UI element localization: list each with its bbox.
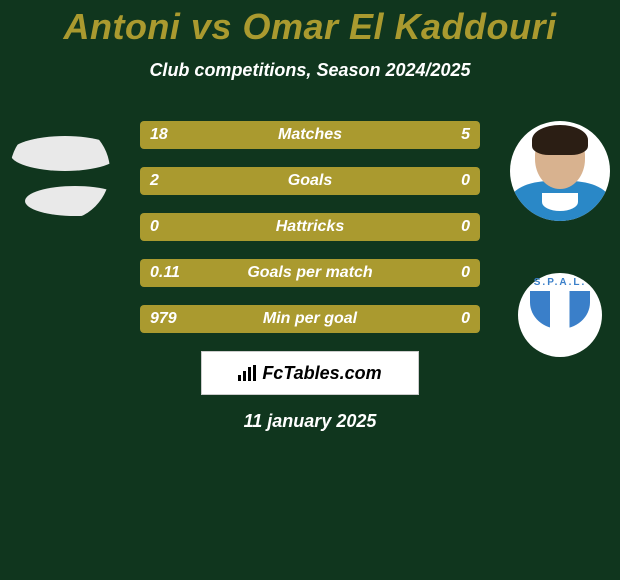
stat-right-value: 0 <box>461 172 470 190</box>
comparison-card: Antoni vs Omar El Kaddouri Club competit… <box>0 0 620 580</box>
comparison-subtitle: Club competitions, Season 2024/2025 <box>0 60 620 81</box>
stat-left-value: 0.11 <box>150 264 180 282</box>
stat-right-value: 0 <box>461 218 470 236</box>
stat-left-value: 979 <box>150 310 177 328</box>
stat-right-segment: 0 <box>310 213 480 241</box>
stat-row: 0.110Goals per match <box>140 259 480 287</box>
stat-bars: 185Matches20Goals00Hattricks0.110Goals p… <box>140 121 480 333</box>
comparison-date: 11 january 2025 <box>0 411 620 432</box>
stat-row: 9790Min per goal <box>140 305 480 333</box>
stat-right-segment: 0 <box>470 305 480 333</box>
stat-row: 20Goals <box>140 167 480 195</box>
stat-right-segment: 5 <box>405 121 480 149</box>
club-logo-text: S.P.A.L. <box>518 277 602 288</box>
stat-left-value: 18 <box>150 126 168 144</box>
stat-left-value: 2 <box>150 172 159 190</box>
stat-left-segment: 0.11 <box>140 259 473 287</box>
stat-row: 00Hattricks <box>140 213 480 241</box>
player-left-avatar <box>10 121 110 221</box>
stat-left-segment: 2 <box>140 167 473 195</box>
player-right-club-logo: S.P.A.L. <box>518 273 602 357</box>
compare-area: S.P.A.L. 185Matches20Goals00Hattricks0.1… <box>0 121 620 333</box>
watermark-text: FcTables.com <box>262 363 381 384</box>
stat-left-segment: 0 <box>140 213 310 241</box>
stat-left-value: 0 <box>150 218 159 236</box>
stat-row: 185Matches <box>140 121 480 149</box>
stat-right-segment: 0 <box>470 259 480 287</box>
page-title: Antoni vs Omar El Kaddouri <box>0 0 620 48</box>
stat-right-value: 0 <box>461 264 470 282</box>
stat-right-value: 5 <box>461 126 470 144</box>
stat-right-segment: 0 <box>470 167 480 195</box>
chart-icon <box>238 365 256 381</box>
player-right-avatar <box>510 121 610 221</box>
stat-left-segment: 18 <box>140 121 405 149</box>
stat-right-value: 0 <box>461 310 470 328</box>
watermark: FcTables.com <box>201 351 419 395</box>
stat-left-segment: 979 <box>140 305 473 333</box>
